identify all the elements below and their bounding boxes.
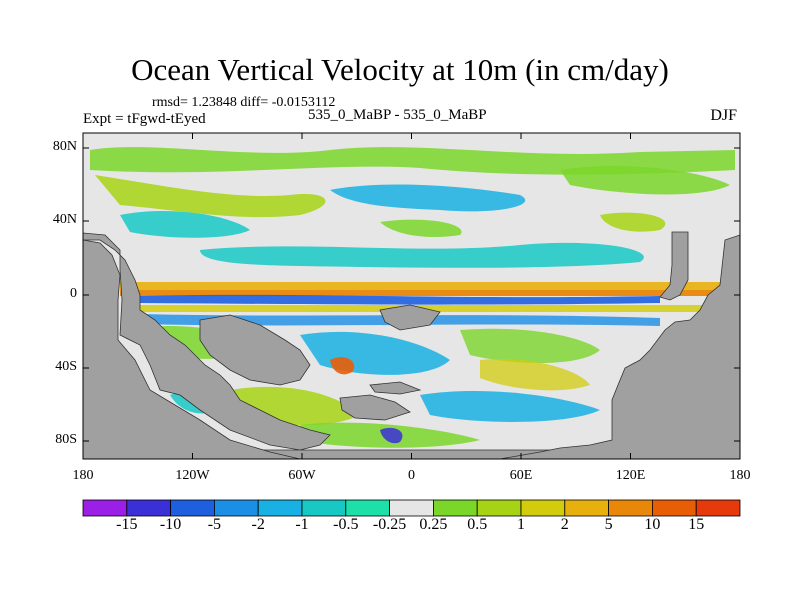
velocity-field: [90, 147, 735, 448]
land-masses: [83, 231, 740, 459]
colorbar-swatch: [82, 499, 128, 517]
colorbar-label: -0.5: [333, 516, 359, 533]
colorbar-label: -0.25: [372, 516, 407, 533]
colorbar-swatch: [301, 499, 347, 517]
contour-band: [330, 357, 355, 375]
land-peninsula: [659, 231, 689, 301]
colorbar-swatch: [520, 499, 566, 517]
colorbar-label: 0.25: [419, 516, 448, 533]
contour-band: [120, 290, 735, 296]
colorbar-label: 10: [644, 516, 661, 533]
colorbar-swatch: [257, 499, 303, 517]
colorbar-swatch: [213, 499, 259, 517]
contour-band: [120, 282, 735, 290]
land-island: [369, 381, 422, 395]
colorbar-swatch: [652, 499, 697, 517]
colorbar-swatch: [608, 499, 653, 517]
colorbar-swatch: [345, 499, 390, 517]
colorbar-label: 0.5: [467, 516, 488, 533]
land-island: [379, 304, 441, 331]
axis-ticks: [82, 133, 741, 459]
colorbar-swatch: [695, 499, 741, 517]
colorbar-swatch: [389, 499, 434, 517]
x-tick-label: 60E: [509, 468, 533, 483]
colorbar-label: 2: [560, 516, 569, 533]
x-tick-label: 180: [729, 468, 751, 483]
colorbar-label: 1: [517, 516, 525, 533]
map-plot-area: [83, 133, 740, 459]
land-west: [83, 232, 740, 459]
contour-band: [200, 242, 644, 268]
contour-band: [420, 390, 600, 422]
y-tick-label: 40S: [55, 359, 77, 374]
colorbar-swatch: [170, 499, 215, 517]
x-tick-label: 120W: [175, 468, 210, 483]
y-tick-label: 40N: [52, 212, 77, 227]
contour-band: [330, 184, 526, 212]
x-tick-label: 60W: [288, 468, 316, 483]
season-label: DJF: [710, 107, 737, 124]
contour-band: [140, 294, 660, 305]
colorbar: [82, 499, 741, 517]
colorbar-swatch: [126, 499, 172, 517]
land-south: [199, 314, 311, 386]
chart-title: Ocean Vertical Velocity at 10m (in cm/da…: [131, 52, 669, 87]
y-tick-label: 0: [70, 286, 77, 301]
x-tick-label: 180: [72, 468, 94, 483]
x-tick-label: 0: [408, 468, 415, 483]
contour-band: [600, 212, 666, 232]
colorbar-label: -10: [159, 516, 182, 533]
contour-band: [90, 147, 735, 175]
y-tick-label: 80S: [55, 432, 77, 447]
colorbar-swatch: [476, 499, 522, 517]
contour-band: [95, 175, 326, 218]
experiment-label: Expt = tFgwd-tEyed: [83, 111, 206, 127]
land-southwest: [83, 239, 301, 459]
colorbar-label: 15: [688, 516, 705, 533]
colorbar-swatch: [432, 499, 478, 517]
colorbar-label: 5: [604, 516, 613, 533]
contour-band: [380, 427, 403, 444]
rmsd-diff-stats: rmsd= 1.23848 diff= -0.0153112: [152, 95, 336, 110]
contour-band: [120, 210, 250, 238]
land-island: [339, 394, 411, 421]
y-tick-label: 80N: [52, 139, 77, 154]
colorbar-label: -5: [207, 516, 222, 533]
colorbar-swatch: [564, 499, 609, 517]
contour-band: [480, 359, 590, 391]
contour-band: [130, 305, 735, 312]
colorbar-label: -1: [295, 516, 309, 533]
runs-label: 535_0_MaBP - 535_0_MaBP: [308, 107, 487, 123]
x-tick-label: 120E: [615, 468, 646, 483]
contour-band: [460, 328, 600, 364]
colorbar-label: -15: [116, 516, 138, 533]
colorbar-label: -2: [251, 516, 265, 533]
contour-band: [560, 165, 730, 195]
land-east: [499, 234, 740, 459]
contour-band: [380, 219, 462, 238]
